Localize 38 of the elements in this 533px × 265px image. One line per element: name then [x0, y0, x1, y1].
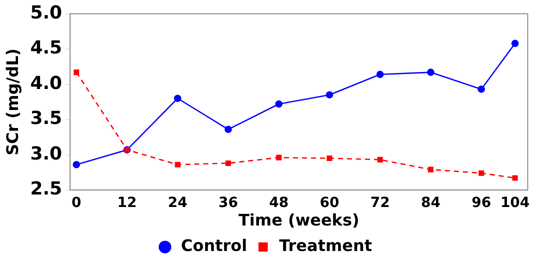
point — [74, 70, 80, 76]
y-tick-label: 4.0 — [30, 72, 62, 94]
x-tick-label: 60 — [320, 195, 340, 212]
point — [511, 40, 519, 48]
x-tick-label: 104 — [500, 195, 530, 212]
x-tick-label: 72 — [370, 195, 390, 212]
point — [72, 160, 80, 168]
point — [326, 91, 334, 98]
x-tick-label: 12 — [117, 195, 137, 212]
point — [478, 86, 485, 93]
x-tick-label: 48 — [269, 195, 289, 212]
point — [478, 170, 484, 176]
point — [427, 68, 434, 76]
y-tick-label: 3.5 — [30, 108, 62, 130]
y-tick-label: 3.0 — [30, 143, 62, 164]
point — [174, 94, 182, 102]
point — [276, 154, 282, 160]
point — [377, 156, 383, 162]
point — [225, 160, 232, 166]
x-tick-label: 96 — [472, 195, 492, 212]
point — [512, 175, 518, 181]
y-axis-title: SCr (mg/dL) — [2, 48, 22, 156]
point — [275, 100, 283, 108]
x-axis-title: Time (weeks) — [238, 210, 360, 230]
point — [326, 156, 332, 162]
legend-label: Treatment — [279, 236, 372, 256]
point — [174, 162, 180, 168]
point — [224, 126, 232, 134]
y-tick-label: 4.5 — [30, 38, 62, 59]
x-tick-label: 84 — [420, 195, 441, 212]
legend-label: Control — [180, 236, 248, 256]
point — [428, 166, 434, 172]
x-tick-label: 24 — [168, 195, 188, 212]
x-tick-label: 0 — [72, 195, 82, 212]
y-tick-label: 5.0 — [30, 2, 62, 24]
y-tick-label: 2.5 — [30, 178, 62, 200]
x-tick-label: 36 — [218, 195, 238, 212]
point — [376, 70, 384, 78]
